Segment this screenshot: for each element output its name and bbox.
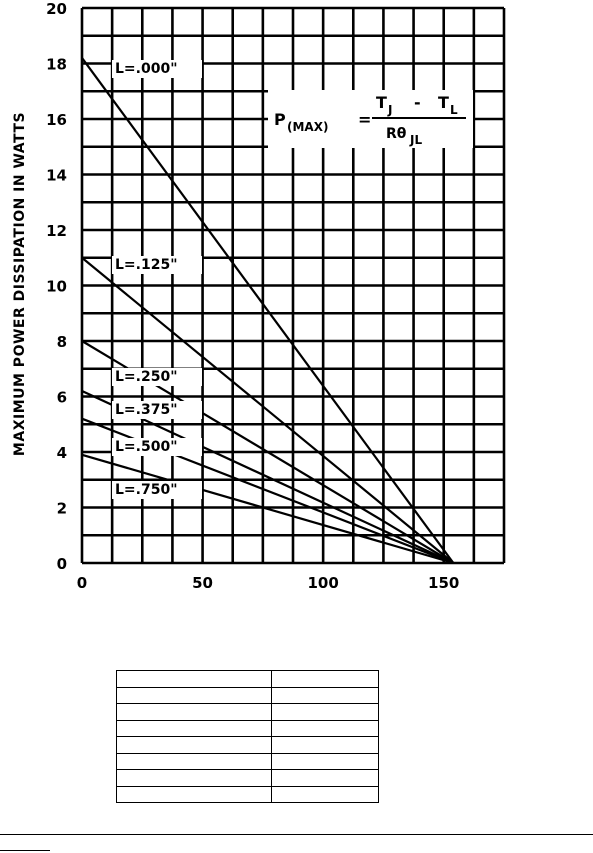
curve-label-group: L=.750" xyxy=(112,481,202,499)
formula-equals: = xyxy=(358,110,371,129)
y-tick-label: 6 xyxy=(57,389,67,407)
table-cell xyxy=(271,703,379,721)
table-cell xyxy=(116,769,272,787)
curve-label-background xyxy=(112,401,202,419)
curve-label-background xyxy=(112,60,202,78)
table-cell xyxy=(271,752,379,770)
formula-r-theta: Rθ xyxy=(386,126,407,142)
curve-labels: L=.000" L=.125" L=.250" L=.375" L=.500" L=.75… xyxy=(112,60,202,499)
y-tick-label: 8 xyxy=(57,333,67,351)
table-cell xyxy=(116,686,272,704)
curve-label: L=.000" xyxy=(115,61,178,77)
curve-label-background xyxy=(112,481,202,499)
chart-curves xyxy=(81,57,455,565)
curve-label-background xyxy=(112,256,202,274)
curve-line xyxy=(81,389,454,564)
formula-p-sub: (MAX) xyxy=(287,120,328,134)
curve-line xyxy=(81,256,455,564)
x-tick-label: 0 xyxy=(77,574,87,592)
formula-tl-sub: L xyxy=(450,103,458,117)
table-cell xyxy=(116,670,272,688)
x-tick-label: 150 xyxy=(428,574,459,592)
curve-label-group: L=.000" xyxy=(112,60,202,78)
curve-label: L=.250" xyxy=(115,369,178,385)
table-row xyxy=(116,703,379,721)
y-tick-label: 2 xyxy=(57,500,67,518)
y-tick-label: 18 xyxy=(46,56,67,74)
formula-annotation: P (MAX) = T J - T L Rθ JL xyxy=(268,90,473,148)
table-row xyxy=(116,686,379,704)
footnote-rule xyxy=(0,850,50,851)
table-cell xyxy=(271,769,379,787)
y-tick-label: 0 xyxy=(57,555,67,573)
x-tick-label: 50 xyxy=(192,574,213,592)
curve-label-group: L=.125" xyxy=(112,256,202,274)
formula-p: P xyxy=(274,110,286,129)
formula-tj: T xyxy=(376,93,387,112)
page-rule xyxy=(0,834,593,835)
table-cell xyxy=(116,719,272,737)
y-axis-label: MAXIMUM POWER DISSIPATION IN WATTS xyxy=(12,112,28,456)
formula-r-theta-sub: JL xyxy=(409,133,422,147)
table-cell xyxy=(271,719,379,737)
table-cell xyxy=(116,736,272,754)
y-tick-label: 10 xyxy=(46,278,67,296)
y-tick-label: 4 xyxy=(57,444,67,462)
curve-line xyxy=(81,57,455,564)
curve-label-group: L=.500" xyxy=(112,438,202,456)
curve-label-group: L=.375" xyxy=(112,401,202,419)
formula-tj-sub: J xyxy=(387,103,392,117)
y-tick-label: 16 xyxy=(46,111,67,129)
curve-label-background xyxy=(112,368,202,386)
table-cell xyxy=(271,670,379,688)
curve-label: L=.500" xyxy=(115,439,178,455)
power-dissipation-chart: L=.000" L=.125" L=.250" L=.375" L=.500" L=.75… xyxy=(12,0,506,592)
table-cell xyxy=(271,785,379,803)
y-tick-label: 14 xyxy=(46,167,67,185)
empty-data-table xyxy=(116,670,379,803)
table-row xyxy=(116,752,379,770)
y-tick-label: 12 xyxy=(46,222,67,240)
table-row xyxy=(116,785,379,803)
table-cell xyxy=(271,686,379,704)
curve-label: L=.375" xyxy=(115,402,178,418)
table-cell xyxy=(116,703,272,721)
curve-label: L=.125" xyxy=(115,257,178,273)
x-tick-label: 100 xyxy=(307,574,338,592)
table-cell xyxy=(116,752,272,770)
formula-tl: T xyxy=(438,93,449,112)
table-row xyxy=(116,736,379,754)
table-row xyxy=(116,670,379,688)
curve-label-background xyxy=(112,438,202,456)
curve-line xyxy=(81,453,454,565)
curve-label: L=.750" xyxy=(115,482,178,498)
table-row xyxy=(116,719,379,737)
y-axis-ticks: 0 2 4 6 8 10 12 14 16 18 20 xyxy=(46,0,67,573)
table-cell xyxy=(116,785,272,803)
curve-label-group: L=.250" xyxy=(112,368,202,386)
y-tick-label: 20 xyxy=(46,0,67,18)
formula-minus: - xyxy=(414,93,421,112)
x-axis-ticks: 0 50 100 150 xyxy=(77,574,460,592)
table-row xyxy=(116,769,379,787)
table-cell xyxy=(271,736,379,754)
